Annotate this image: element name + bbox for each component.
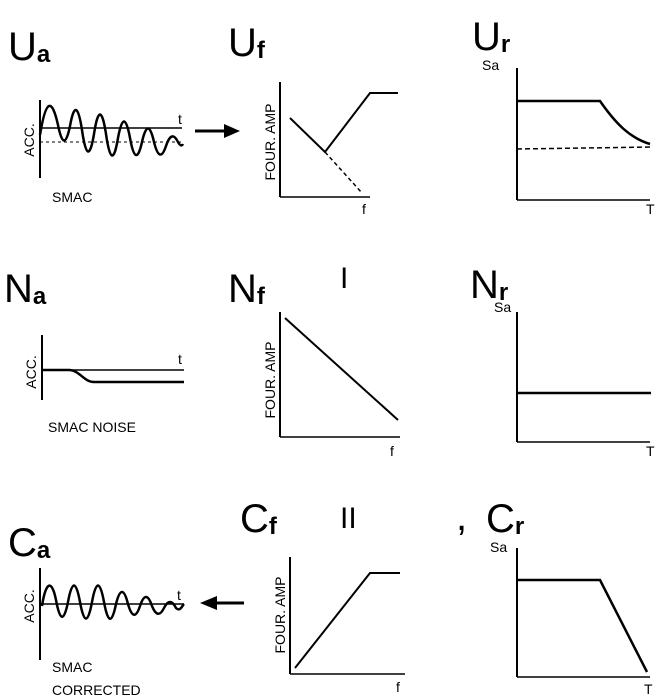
acc-caption-c-2: CORRECTED: [52, 682, 141, 698]
response-spectrum-curve-u: [517, 99, 651, 146]
acc-noise-waveform-n: [42, 368, 184, 384]
fourier-ylabel-n: FOUR. AMP: [262, 341, 278, 418]
stray-comma-mark: ,: [456, 495, 467, 539]
response-ylabel-u: Sa: [482, 57, 499, 73]
response-xlabel-n: T: [646, 443, 655, 459]
acc-xlabel-n: t: [178, 351, 182, 367]
roman-numeral-two: II: [340, 502, 357, 535]
response-plot-n: Sa T: [494, 299, 655, 459]
acc-xlabel-c: t: [177, 587, 181, 603]
row-corrected: Ca Cf II , Cr ACC. t SMAC CORRECTED FOUR…: [8, 495, 653, 698]
fourier-title-c: Cf: [240, 497, 278, 541]
response-xlabel-c: T: [644, 681, 653, 697]
fourier-plot-n: FOUR. AMP f: [262, 312, 400, 459]
fourier-xlabel-n: f: [390, 443, 394, 459]
acc-caption-u-1: SMAC: [52, 189, 92, 205]
fourier-noise-extension-u: [324, 151, 363, 194]
acc-ylabel-n: ACC.: [23, 355, 39, 388]
response-xlabel-u: T: [646, 201, 655, 217]
fourier-corrected-curve-c: [294, 572, 400, 669]
acc-plot-n: ACC. t SMAC NOISE: [23, 335, 184, 435]
fourier-title-u: Uf: [228, 21, 266, 65]
fourier-plot-u: FOUR. AMP f: [262, 82, 398, 217]
fourier-ylabel-u: FOUR. AMP: [262, 103, 278, 180]
arrow-fourier-to-acc: [200, 596, 244, 610]
fourier-xlabel-c: f: [396, 679, 400, 695]
response-title-c: Cr: [486, 497, 524, 541]
acc-xlabel-u: t: [178, 111, 182, 127]
response-title-u: Ur: [472, 15, 510, 59]
acc-caption-c-1: SMAC: [52, 659, 92, 675]
roman-numeral-one: I: [340, 262, 348, 295]
acc-waveform-u: [38, 104, 185, 157]
response-title-n: Nr: [470, 263, 508, 307]
response-ylabel-n: Sa: [494, 299, 511, 315]
acc-ylabel-u: ACC.: [21, 123, 37, 156]
acc-caption-n-1: SMAC NOISE: [48, 419, 136, 435]
acc-plot-c: ACC. t SMAC CORRECTED: [21, 568, 185, 698]
acc-corrected-waveform-c: [40, 584, 185, 620]
response-corrected-curve-c: [517, 578, 649, 673]
response-plot-u: Sa T: [482, 57, 655, 217]
acc-title-n: Na: [4, 267, 47, 311]
acc-title-c: Ca: [8, 521, 51, 565]
row-noise: Na Nf I Nr ACC. t SMAC NOISE FOUR. AMP f…: [4, 262, 655, 459]
response-ylabel-c: Sa: [490, 539, 507, 555]
row-uncorrected: Ua Uf Ur ACC. t SMAC FOUR. AMP f: [8, 15, 655, 217]
fourier-plot-c: FOUR. AMP f: [272, 557, 405, 695]
arrow-acc-to-fourier: [195, 124, 240, 138]
response-noise-level-u: [516, 146, 653, 150]
acc-plot-u: ACC. t SMAC: [21, 100, 185, 205]
acc-title-u: Ua: [8, 25, 51, 69]
response-plot-c: Sa T: [490, 539, 653, 697]
fourier-title-n: Nf: [228, 267, 266, 311]
acc-ylabel-c: ACC.: [21, 589, 37, 622]
fourier-signal-curve-u: [289, 92, 398, 154]
fourier-noise-curve-n: [284, 317, 399, 421]
fourier-ylabel-c: FOUR. AMP: [272, 576, 288, 653]
fourier-xlabel-u: f: [362, 201, 366, 217]
